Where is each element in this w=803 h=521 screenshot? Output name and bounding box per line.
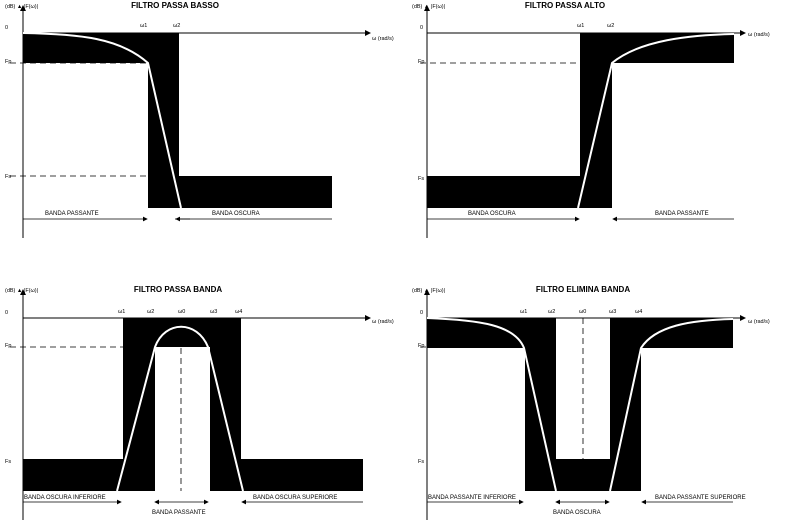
bandstop-xlabel: ω (rad/s) — [748, 319, 770, 325]
bandstop-band-left: BANDA PASSANTE INFERIORE — [428, 495, 516, 501]
bandstop-ylabel: (dB) ▲ |F(ω)| — [412, 288, 445, 294]
highpass-ylabel: (dB) ▲ |F(ω)| — [412, 4, 445, 10]
lowpass-stop-tolerance — [179, 176, 332, 208]
lowpass-panel: FILTRO PASSA BASSO (dB) ▲ |F(ω)| ω (rad/… — [5, 1, 394, 238]
bandstop-response-curve — [426, 317, 734, 492]
lowpass-w2: ω2 — [173, 23, 180, 29]
bandstop-w3: ω3 — [609, 309, 616, 315]
lowpass-band-left: BANDA PASSANTE — [45, 211, 99, 217]
highpass-w1: ω1 — [577, 23, 584, 29]
lowpass-xlabel: ω (rad/s) — [372, 36, 394, 42]
bandpass-w1: ω1 — [118, 309, 125, 315]
lowpass-band-right: BANDA OSCURA — [212, 211, 260, 217]
bandpass-w4: ω4 — [235, 309, 242, 315]
bandpass-ylabel: (dB) ▲ |F(ω)| — [5, 288, 38, 294]
lowpass-ylabel: (dB) ▲ |F(ω)| — [5, 4, 38, 10]
bandstop-band-mid: BANDA OSCURA — [553, 510, 601, 516]
bandpass-xlabel: ω (rad/s) — [372, 319, 394, 325]
highpass-band-right: BANDA PASSANTE — [655, 211, 709, 217]
bandpass-w3: ω3 — [210, 309, 217, 315]
lowpass-w1: ω1 — [140, 23, 147, 29]
bandpass-band-mid: BANDA PASSANTE — [152, 510, 206, 516]
bandpass-origin: 0 — [5, 310, 8, 316]
bandstop-panel: FILTRO ELIMINA BANDA (dB) ▲ |F(ω)| ω (ra… — [412, 285, 770, 520]
highpass-pass-tolerance — [612, 33, 734, 63]
bandstop-fp: Fp — [418, 343, 424, 349]
bandpass-band-right: BANDA OSCURA SUPERIORE — [253, 495, 337, 501]
highpass-fs: Fs — [418, 176, 424, 182]
bandstop-w4: ω4 — [635, 309, 642, 315]
highpass-stop-tolerance — [427, 176, 580, 208]
bandpass-w0: ω0 — [178, 309, 185, 315]
bandstop-band-right: BANDA PASSANTE SUPERIORE — [655, 495, 746, 501]
bandstop-origin: 0 — [420, 310, 423, 316]
highpass-xlabel: ω (rad/s) — [748, 32, 770, 38]
highpass-fp: Fp — [418, 59, 424, 65]
bandpass-lower-stop-tolerance — [23, 459, 123, 491]
highpass-origin: 0 — [420, 25, 423, 31]
bandpass-fs: Fs — [5, 459, 11, 465]
bandstop-title: FILTRO ELIMINA BANDA — [536, 285, 630, 294]
highpass-w2: ω2 — [607, 23, 614, 29]
bandstop-lower-pass-tolerance — [427, 318, 525, 348]
highpass-band-left: BANDA OSCURA — [468, 211, 516, 217]
bandpass-w2: ω2 — [147, 309, 154, 315]
lowpass-response-curve — [22, 32, 182, 209]
bandpass-band-left: BANDA OSCURA INFERIORE — [24, 495, 106, 501]
bandpass-fp: Fp — [5, 343, 11, 349]
lowpass-origin: 0 — [5, 25, 8, 31]
bandstop-fs: Fs — [418, 459, 424, 465]
bandpass-title: FILTRO PASSA BANDA — [134, 285, 223, 294]
bandstop-w1: ω1 — [520, 309, 527, 315]
lowpass-fs: Fs — [5, 174, 11, 180]
highpass-panel: FILTRO PASSA ALTO (dB) ▲ |F(ω)| ω (rad/s… — [412, 1, 770, 238]
lowpass-fp: Fp — [5, 59, 11, 65]
bandpass-window — [155, 347, 210, 491]
bandstop-w0: ω0 — [579, 309, 586, 315]
bandpass-panel: FILTRO PASSA BANDA (dB) ▲ |F(ω)| ω (rad/… — [5, 285, 394, 520]
bandpass-upper-stop-tolerance — [241, 459, 363, 491]
highpass-title: FILTRO PASSA ALTO — [525, 1, 605, 10]
highpass-response-curve — [577, 33, 735, 209]
lowpass-title: FILTRO PASSA BASSO — [131, 1, 219, 10]
bandstop-w2: ω2 — [548, 309, 555, 315]
bandpass-response-curve — [116, 325, 244, 492]
